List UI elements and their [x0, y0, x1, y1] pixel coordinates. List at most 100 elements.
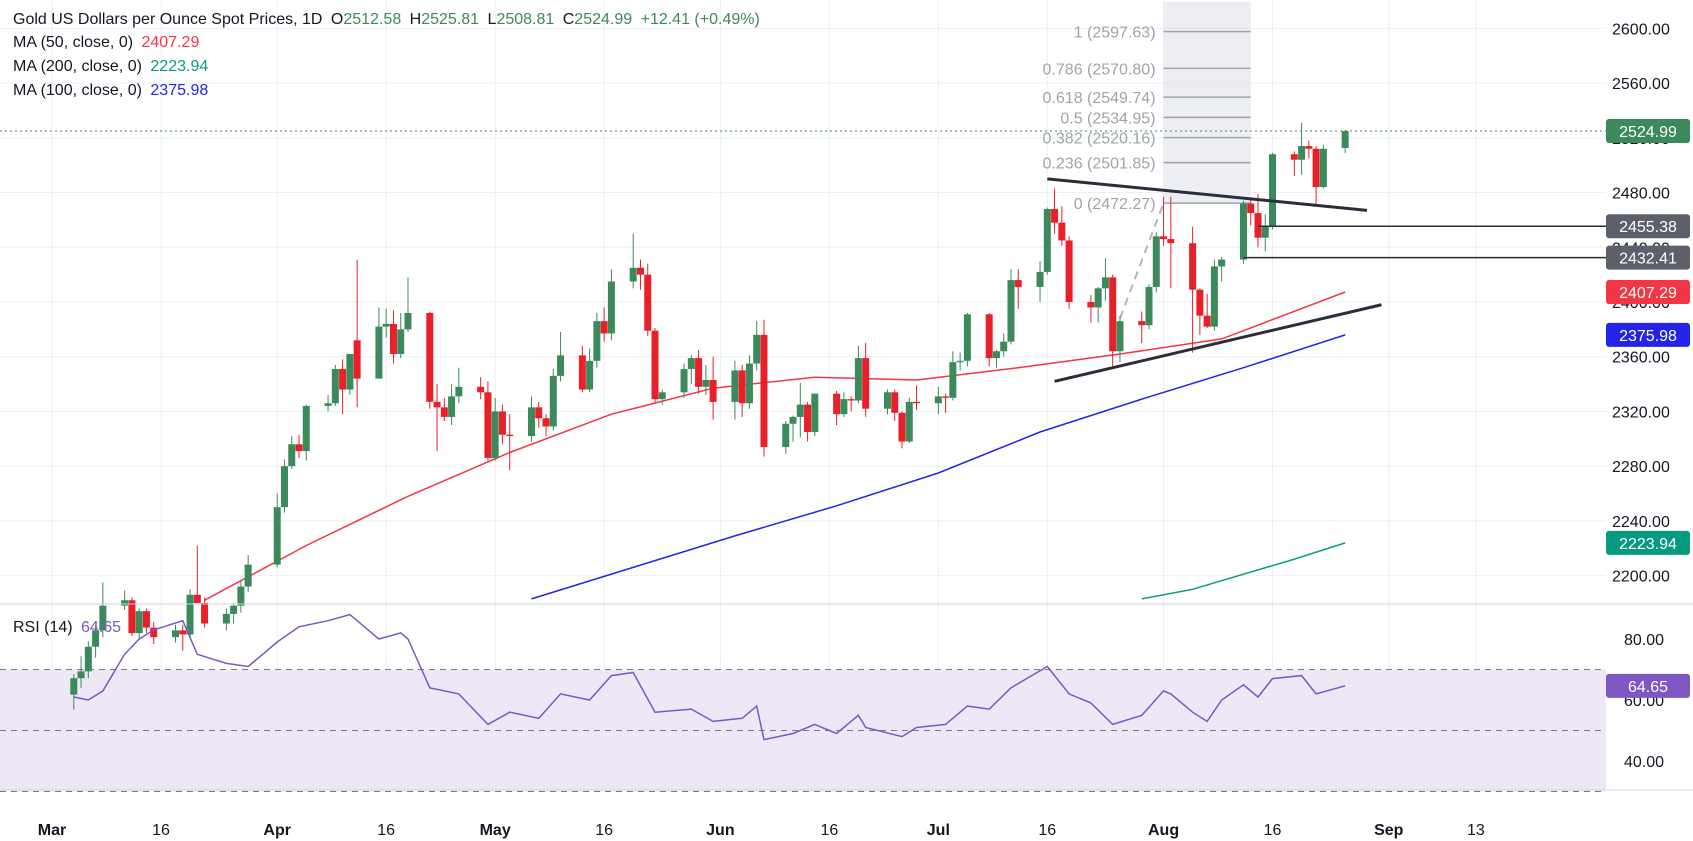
candle-body: [397, 329, 405, 354]
rsi-axis-label: 40.00: [1624, 754, 1664, 771]
fib-anchor-link: [1119, 202, 1165, 319]
candle-body: [782, 423, 790, 448]
candle-body: [702, 379, 710, 387]
candle-up: [789, 415, 797, 442]
candle-body: [898, 412, 906, 442]
candle-body: [244, 564, 252, 587]
time-axis-label: Aug: [1148, 822, 1179, 839]
price-badge: 2407.29: [1606, 280, 1690, 305]
candle-body: [934, 396, 942, 404]
price-badge-bg: [1606, 245, 1690, 270]
fib-level-label: 0.5 (2534.95): [1060, 110, 1155, 127]
candle-up: [1341, 129, 1349, 154]
time-axis-label: 16: [1038, 822, 1056, 839]
candle-body: [542, 418, 550, 427]
candle-body: [295, 444, 303, 452]
candle-body: [593, 321, 601, 361]
candle-body: [527, 407, 535, 437]
candle-up: [796, 382, 804, 438]
candle-up: [1218, 256, 1226, 282]
candle-up: [1239, 200, 1247, 264]
candle-body: [586, 360, 594, 390]
candle-body: [913, 401, 921, 404]
candle-up: [680, 363, 688, 398]
candle-down: [1312, 146, 1320, 207]
candle-body: [1341, 131, 1349, 148]
ma50-legend[interactable]: MA (50, close, 0) 2407.29: [13, 35, 203, 51]
candle-down: [506, 414, 514, 471]
candle-up: [1094, 286, 1102, 323]
candle-down: [898, 411, 906, 449]
candle-down: [891, 389, 899, 422]
candle-down: [440, 397, 448, 422]
price-badge: 2524.99: [1606, 119, 1690, 144]
candle-body: [135, 611, 143, 634]
candle-body: [506, 434, 514, 437]
candle-body: [629, 267, 637, 282]
candle-body: [193, 594, 201, 603]
candle-down: [1087, 295, 1095, 323]
ohlc-high: H2525.81: [409, 11, 480, 28]
candle-up: [135, 608, 143, 639]
candle-body: [186, 594, 194, 635]
price-change: +12.41 (+0.49%): [640, 11, 760, 28]
candle-body: [433, 401, 441, 408]
candle-down: [1254, 193, 1262, 248]
candle-up: [629, 233, 637, 289]
candle-body: [1109, 277, 1117, 352]
candle-body: [535, 407, 543, 419]
candle-body: [557, 355, 565, 376]
candle-down: [1138, 311, 1146, 344]
fibonacci-retracement[interactable]: 1 (2597.63) 0.786 (2570.80) 0.618 (2549.74…: [1043, 1, 1251, 319]
candle-up: [70, 674, 78, 710]
candle-body: [709, 379, 717, 402]
candle-body: [179, 630, 187, 635]
candle-body: [491, 411, 499, 458]
candle-up: [782, 421, 790, 454]
candle-down: [1196, 288, 1204, 335]
candle-body: [339, 369, 347, 390]
candle-down: [484, 381, 492, 461]
candle-body: [404, 312, 412, 330]
rsi-legend[interactable]: RSI (14) 64.65: [13, 620, 125, 636]
ma200-legend[interactable]: MA (200, close, 0) 2223.94: [13, 59, 212, 75]
price-axis-label: 2600.00: [1612, 21, 1670, 38]
candle-up: [397, 312, 405, 359]
candle-down: [709, 356, 717, 420]
candle-up: [586, 348, 594, 393]
candle-down: [600, 307, 608, 342]
candle-up: [905, 397, 913, 443]
candle-body: [891, 392, 899, 413]
candle-up: [77, 656, 85, 688]
candle-body: [1247, 203, 1255, 214]
rsi-axis-label: 80.00: [1624, 632, 1664, 649]
ma100-legend[interactable]: MA (100, close, 0) 2375.98: [13, 83, 212, 99]
price-badge-label: 2375.98: [1619, 328, 1677, 345]
candle-up: [1319, 144, 1327, 189]
candle-down: [542, 414, 550, 437]
ma50-label: MA (50, close, 0): [13, 34, 134, 51]
candle-body: [796, 404, 804, 417]
candle-body: [382, 323, 390, 327]
candle-body: [201, 602, 209, 624]
candle-body: [222, 613, 230, 624]
time-axis-label: Mar: [38, 822, 66, 839]
candle-down: [913, 385, 921, 411]
candle-down: [636, 259, 644, 290]
candle-body: [1007, 280, 1015, 342]
candle-body: [1189, 243, 1197, 290]
price-badge-bg: [1606, 119, 1690, 144]
candle-body: [92, 630, 100, 647]
ma200-label: MA (200, close, 0): [13, 58, 142, 75]
rsi-series: [73, 613, 1346, 741]
candle-up: [273, 493, 281, 568]
candle-body: [1239, 203, 1247, 260]
candle-body: [1210, 266, 1218, 327]
candle-body: [331, 369, 339, 404]
candle-up: [1210, 259, 1218, 331]
candle-up: [1043, 207, 1051, 275]
candle-body: [121, 600, 129, 606]
fib-level-label: 0 (2472.27): [1074, 196, 1156, 213]
candle-body: [1051, 208, 1059, 223]
drawing-layer[interactable]: [0, 130, 1606, 383]
